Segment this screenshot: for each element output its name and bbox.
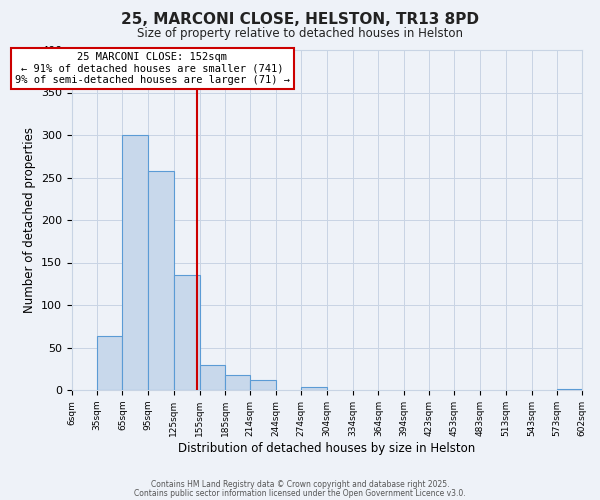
Bar: [557, 389, 582, 390]
Bar: [250, 380, 275, 390]
Bar: [174, 275, 199, 390]
Y-axis label: Number of detached properties: Number of detached properties: [23, 127, 35, 313]
Text: Contains HM Land Registry data © Crown copyright and database right 2025.: Contains HM Land Registry data © Crown c…: [151, 480, 449, 489]
Bar: [97, 336, 122, 390]
Bar: [148, 170, 174, 390]
Text: Size of property relative to detached houses in Helston: Size of property relative to detached ho…: [137, 28, 463, 40]
Bar: [225, 374, 250, 390]
Text: 25, MARCONI CLOSE, HELSTON, TR13 8PD: 25, MARCONI CLOSE, HELSTON, TR13 8PD: [121, 12, 479, 28]
Bar: [122, 135, 148, 390]
Bar: [301, 388, 327, 390]
X-axis label: Distribution of detached houses by size in Helston: Distribution of detached houses by size …: [178, 442, 476, 454]
Bar: [199, 364, 225, 390]
Text: 25 MARCONI CLOSE: 152sqm
← 91% of detached houses are smaller (741)
9% of semi-d: 25 MARCONI CLOSE: 152sqm ← 91% of detach…: [15, 52, 290, 85]
Text: Contains public sector information licensed under the Open Government Licence v3: Contains public sector information licen…: [134, 488, 466, 498]
